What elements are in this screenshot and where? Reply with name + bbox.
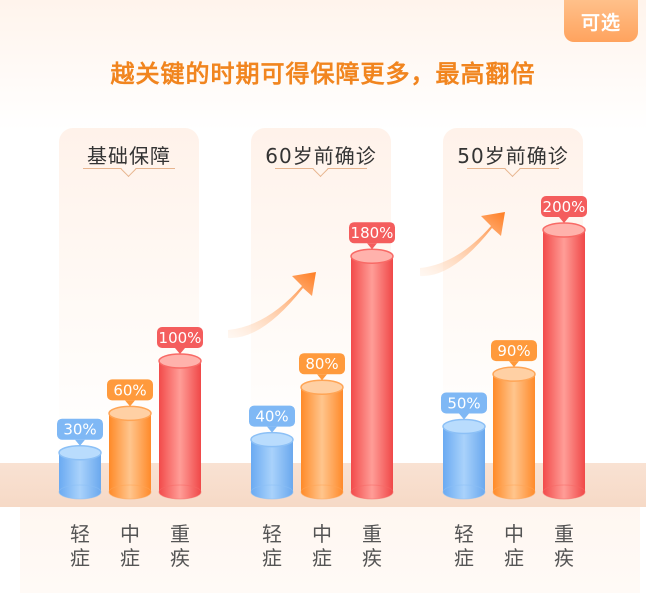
data-label: 30%	[63, 421, 96, 439]
data-label-pointer	[317, 374, 327, 381]
optional-badge[interactable]: 可选	[564, 0, 638, 42]
bar-base-severe	[350, 484, 394, 500]
data-label-bubble	[249, 405, 295, 427]
tick-label: 疾	[554, 546, 574, 570]
data-label: 40%	[255, 408, 288, 426]
tick-label: 症	[312, 546, 332, 570]
data-label: 90%	[497, 342, 530, 360]
bar-severe	[543, 230, 585, 499]
tick-label: 重	[170, 522, 190, 546]
bar-top-severe	[350, 248, 394, 264]
bar-base-mild	[442, 484, 486, 500]
data-label-pointer	[559, 217, 569, 223]
data-label-pointer	[367, 243, 377, 250]
bar-mild	[251, 439, 293, 499]
bar-moderate	[301, 387, 343, 499]
tick-label: 症	[454, 546, 474, 570]
bar-moderate	[493, 374, 535, 499]
tick-label: 疾	[170, 546, 190, 570]
bar-base-severe	[158, 484, 202, 500]
data-label-pointer	[267, 426, 277, 433]
tick-label: 中	[120, 522, 140, 546]
data-label-bubble	[57, 418, 103, 440]
tick-label: 轻	[70, 522, 90, 546]
bar-severe	[159, 361, 201, 499]
data-label-bubble	[299, 353, 345, 375]
bar-severe	[351, 256, 393, 499]
bar-base-moderate	[108, 484, 152, 500]
bar-mild	[59, 452, 101, 499]
bar-top-moderate	[108, 405, 152, 422]
bar-top-severe	[542, 222, 586, 238]
data-label: 60%	[113, 381, 146, 399]
data-label: 180%	[351, 224, 394, 242]
tick-label: 症	[120, 546, 140, 570]
data-label-pointer	[125, 400, 135, 407]
bar-moderate	[109, 413, 151, 499]
tick-label: 重	[554, 522, 574, 546]
tick-label: 症	[504, 546, 524, 570]
data-label-bubble	[349, 222, 395, 244]
tick-label-band	[20, 507, 640, 593]
bar-top-moderate	[492, 366, 536, 382]
data-label: 200%	[543, 198, 586, 216]
bar-base-moderate	[492, 484, 536, 500]
bar-base-severe	[542, 484, 586, 500]
tick-label: 症	[262, 546, 282, 570]
data-label-bubble	[441, 392, 487, 414]
bar-base-mild	[250, 484, 294, 500]
tick-label: 轻	[454, 522, 474, 546]
data-label: 80%	[305, 355, 338, 373]
data-label-bubble	[107, 379, 153, 401]
data-label-pointer	[75, 439, 85, 446]
data-label: 100%	[159, 329, 202, 347]
tick-label: 中	[504, 522, 524, 546]
tick-label: 疾	[362, 546, 382, 570]
tick-label: 轻	[262, 522, 282, 546]
data-label-bubble	[157, 327, 203, 348]
data-label-pointer	[509, 361, 519, 368]
bar-top-mild	[250, 431, 294, 448]
tick-label: 症	[70, 546, 90, 570]
data-label-bubble	[541, 196, 587, 217]
bar-top-mild	[58, 444, 102, 461]
data-label-pointer	[175, 348, 185, 354]
bar-base-moderate	[300, 484, 344, 500]
data-label-pointer	[459, 413, 469, 420]
data-label-bubble	[491, 340, 537, 362]
bar-base-mild	[58, 484, 102, 500]
tick-label: 中	[312, 522, 332, 546]
bar-top-mild	[442, 418, 486, 435]
group-panel-basic: 基础保障	[59, 128, 199, 458]
bar-top-severe	[158, 353, 202, 369]
bar-mild	[443, 426, 485, 499]
data-label: 50%	[447, 395, 480, 413]
headline: 越关键的时期可得保障更多，最高翻倍	[110, 60, 536, 88]
tick-label: 重	[362, 522, 382, 546]
trend-arrow-icon	[420, 212, 505, 277]
bar-top-moderate	[300, 379, 344, 395]
trend-arrow-icon	[228, 272, 316, 339]
